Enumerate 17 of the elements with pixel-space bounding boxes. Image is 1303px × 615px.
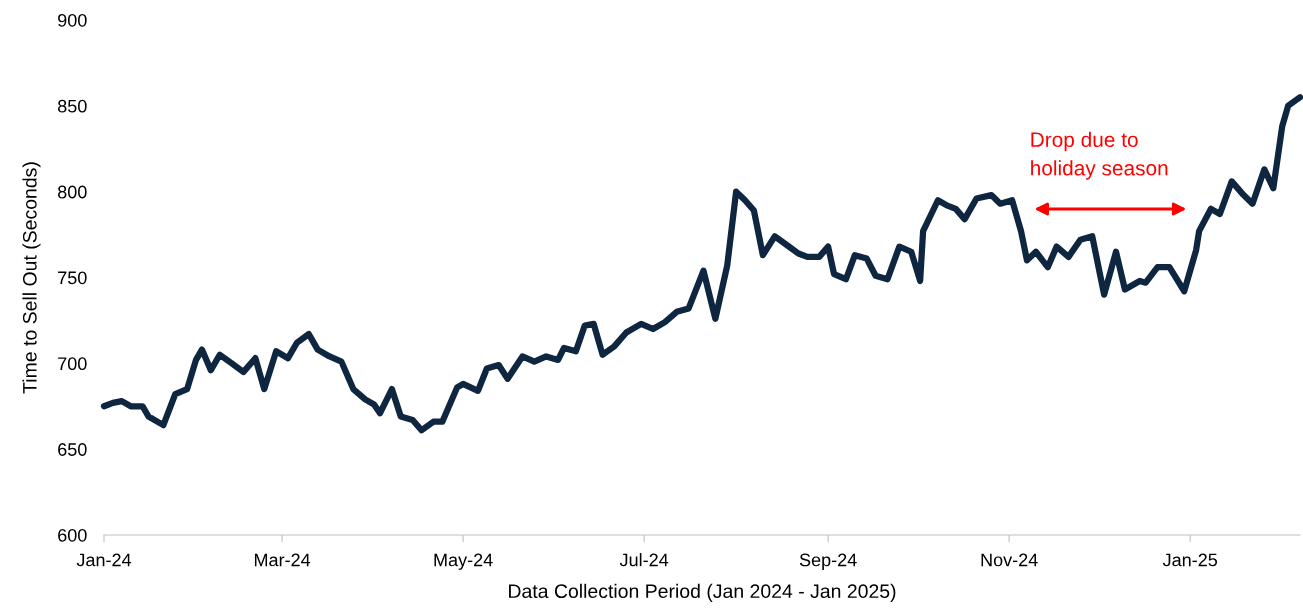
y-tick-label: 650 xyxy=(58,443,87,456)
y-tick-label: 700 xyxy=(58,357,87,371)
y-tick-label: 800 xyxy=(58,185,87,199)
x-tick-label: Jan-25 xyxy=(1162,553,1218,567)
x-tick-label: May-24 xyxy=(434,553,493,570)
x-tick-label: Mar-24 xyxy=(254,553,311,567)
x-tick-label: Jan-24 xyxy=(76,553,132,567)
annotation: Drop due to holiday season xyxy=(1031,131,1168,180)
x-axis-title: Data Collection Period (Jan 2024 - Jan 2025) xyxy=(509,583,896,602)
x-tick-label: Sep-24 xyxy=(799,553,857,570)
y-tick-label: 900 xyxy=(58,13,87,27)
y-tick-label: 850 xyxy=(58,99,87,113)
x-tick-label: Nov-24 xyxy=(981,553,1038,567)
y-tick-label: 600 xyxy=(58,528,87,542)
x-tick-label: Jul-24 xyxy=(619,553,669,567)
y-tick-label: 750 xyxy=(58,271,87,285)
y-axis-title: Time to Sell Out (Seconds) xyxy=(22,162,41,394)
